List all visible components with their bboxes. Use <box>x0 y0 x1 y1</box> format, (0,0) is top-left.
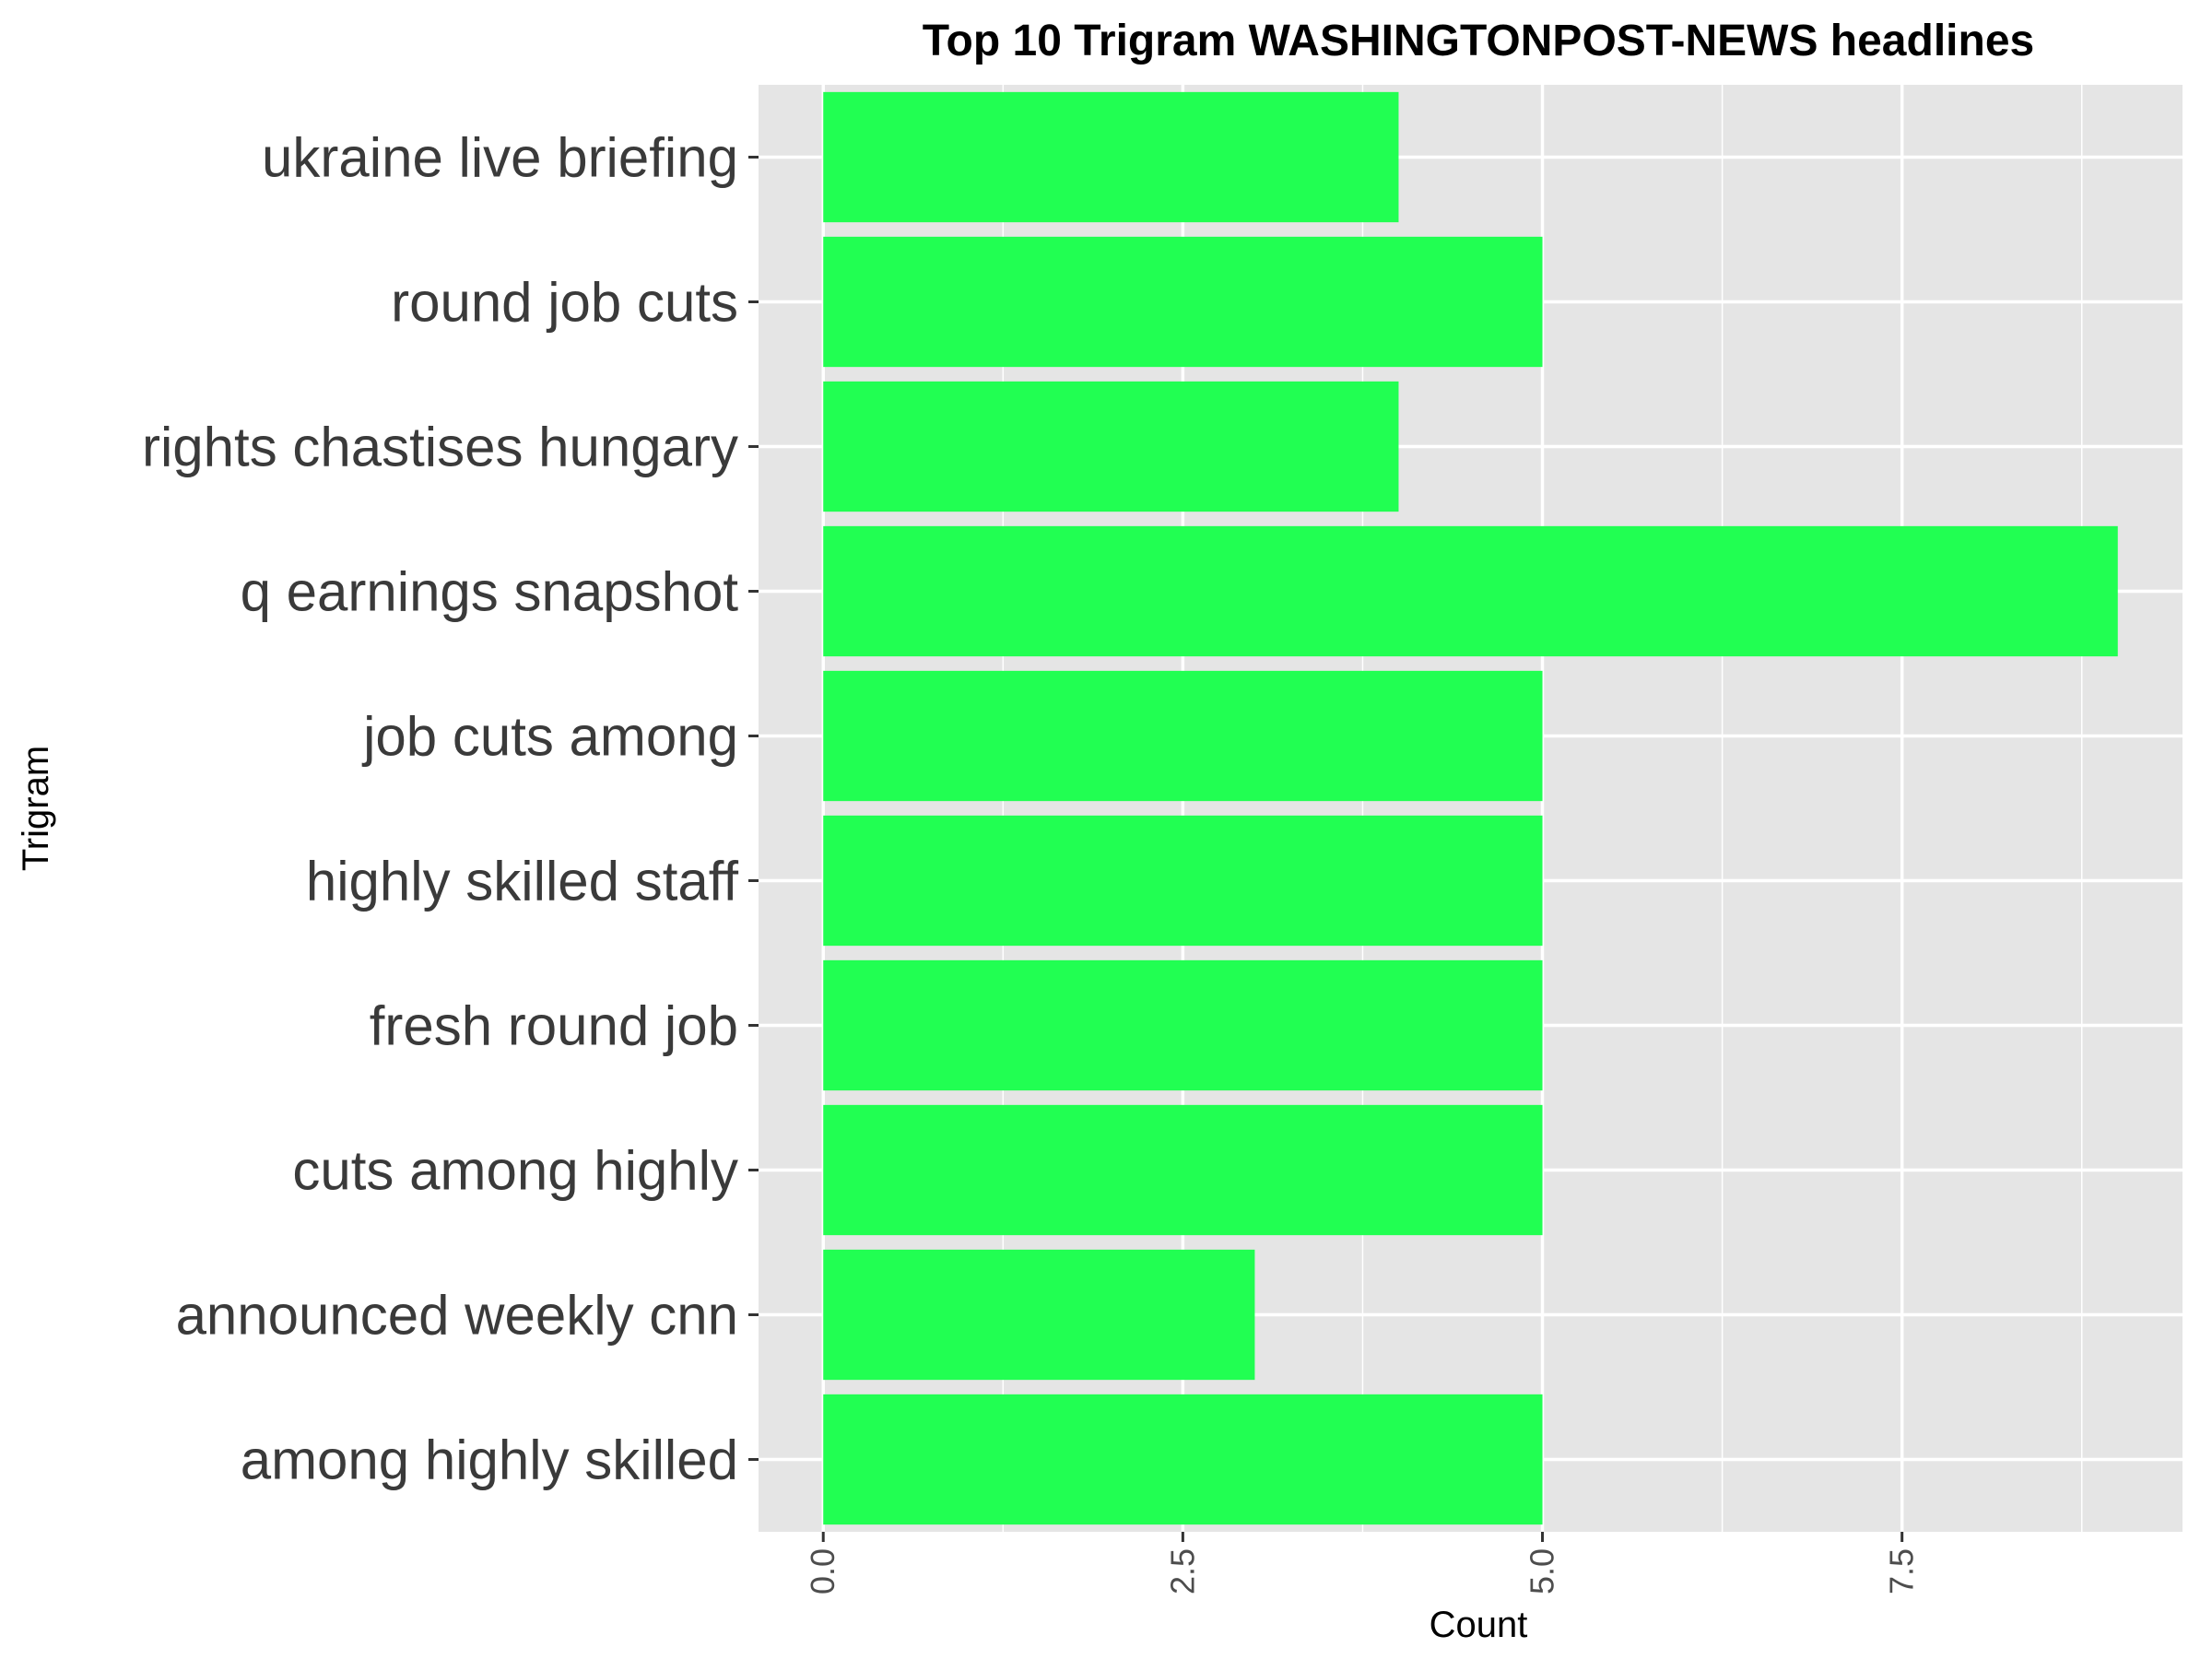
y-tick-label: q earnings snapshot <box>241 561 739 623</box>
x-tick-label: 0.0 <box>804 1548 841 1594</box>
bar <box>823 91 1399 223</box>
chart-title: Top 10 Trigram WASHINGTONPOST-NEWS headl… <box>923 17 2034 65</box>
y-axis-label: Trigram <box>16 746 56 871</box>
bar <box>823 815 1543 947</box>
y-axis: ukraine live briefing round job cuts right… <box>142 127 759 1491</box>
y-tick-label: round job cuts <box>391 272 738 334</box>
x-tick-label: 2.5 <box>1163 1548 1201 1594</box>
bars <box>823 91 2118 1525</box>
y-tick-label: among highly skilled <box>241 1430 738 1491</box>
bar <box>823 1394 1543 1525</box>
bar <box>823 236 1543 368</box>
bar <box>823 1104 1543 1236</box>
y-tick-label: cuts among highly <box>292 1140 738 1202</box>
x-tick-label: 5.0 <box>1524 1548 1561 1594</box>
x-axis-label: Count <box>1430 1605 1528 1645</box>
x-tick-label: 7.5 <box>1883 1548 1921 1594</box>
bar <box>823 959 1543 1091</box>
y-tick-label: job cuts among <box>361 706 738 768</box>
y-tick-label: announced weekly cnn <box>176 1285 738 1347</box>
y-tick-label: fresh round job <box>370 995 738 1057</box>
bar <box>823 1249 1255 1381</box>
y-tick-label: ukraine live briefing <box>262 127 738 189</box>
bar <box>823 525 2118 657</box>
y-tick-label: rights chastises hungary <box>142 417 738 478</box>
y-tick-label: highly skilled staff <box>306 851 738 912</box>
bar <box>823 670 1543 802</box>
bar <box>823 381 1399 512</box>
x-axis: 0.0 2.5 5.0 7.5 <box>804 1532 1921 1594</box>
